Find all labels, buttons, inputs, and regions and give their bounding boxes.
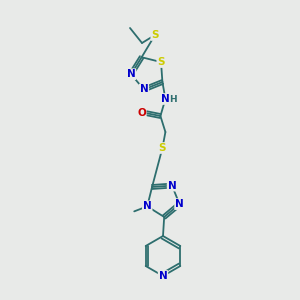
Text: H: H <box>169 94 177 103</box>
Text: N: N <box>161 94 170 104</box>
Text: S: S <box>157 57 165 67</box>
Text: N: N <box>159 271 167 281</box>
Text: N: N <box>175 199 184 209</box>
Text: O: O <box>137 108 146 118</box>
Text: N: N <box>140 85 148 94</box>
Text: S: S <box>151 30 159 40</box>
Text: N: N <box>168 181 176 190</box>
Text: S: S <box>159 143 166 153</box>
Text: N: N <box>127 69 135 79</box>
Text: N: N <box>143 201 152 212</box>
